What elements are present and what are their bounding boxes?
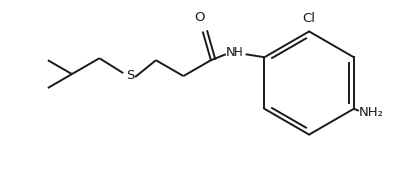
Text: NH₂: NH₂ [358, 106, 383, 119]
Text: S: S [126, 69, 134, 82]
Text: Cl: Cl [302, 12, 315, 25]
Text: N: N [225, 46, 235, 59]
Text: O: O [194, 11, 205, 24]
Text: H: H [234, 46, 243, 59]
